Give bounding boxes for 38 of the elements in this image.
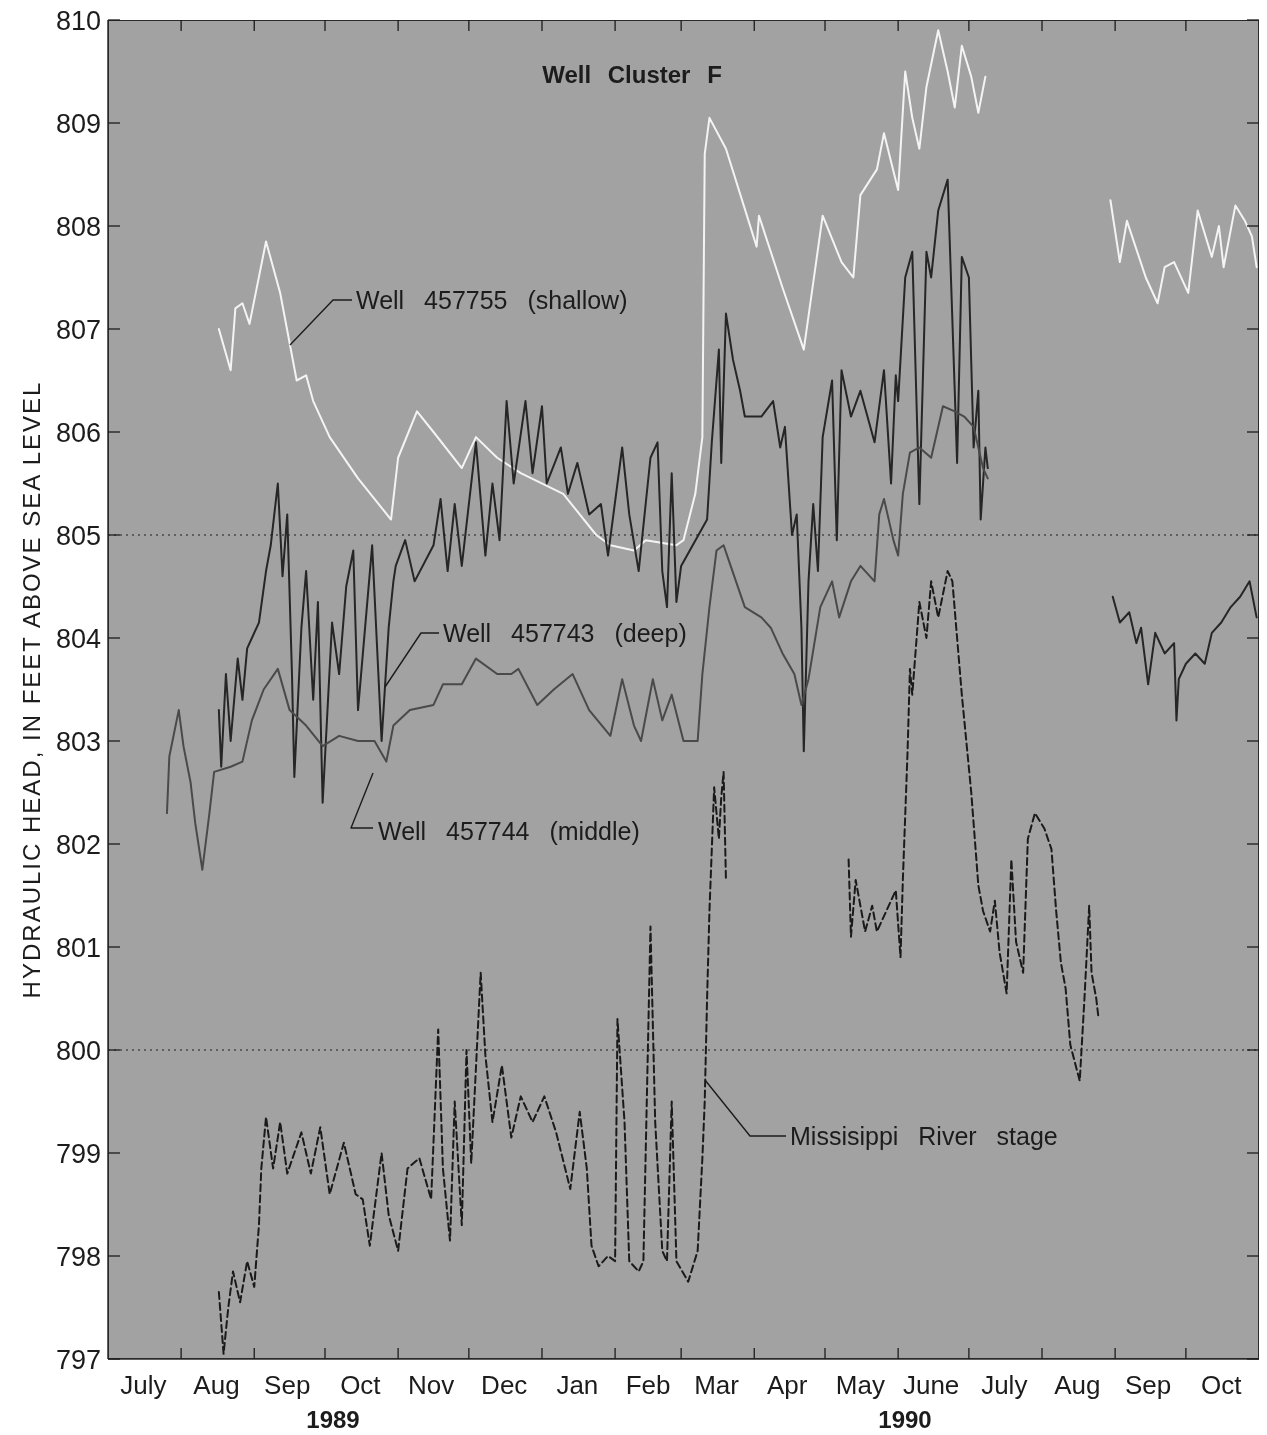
y-tick-label: 805 [55, 520, 101, 551]
y-tick-label: 799 [55, 1138, 101, 1169]
x-tick-label: Jan [556, 1370, 599, 1400]
x-tick-label: Apr [767, 1370, 808, 1400]
y-tick-label: 810 [55, 5, 101, 36]
y-axis-title: HYDRAULIC HEAD, IN FEET ABOVE SEA LEVEL [18, 380, 46, 999]
x-tick-label: Mar [694, 1370, 740, 1400]
text: Well 457744 (middle) [378, 816, 640, 845]
text: 1990 [878, 1406, 932, 1433]
x-tick-label: July [981, 1370, 1028, 1400]
x-tick-label: Aug [193, 1370, 240, 1400]
x-tick-label: Nov [408, 1370, 455, 1400]
y-tick-label: 806 [55, 417, 101, 448]
y-tick-label: 797 [55, 1344, 101, 1375]
x-tick-label: July [120, 1370, 167, 1400]
y-tick-label: 809 [55, 108, 101, 139]
x-tick-label: Oct [340, 1370, 382, 1400]
series-label: Missisippi River stage [790, 1121, 1058, 1150]
text: 1989 [306, 1406, 360, 1433]
y-tick-label: 803 [55, 726, 101, 757]
y-tick-label: 804 [55, 623, 101, 654]
x-tick-label: Aug [1054, 1370, 1101, 1400]
y-tick-label: 801 [55, 932, 101, 963]
x-tick-label: Sep [1125, 1370, 1172, 1400]
x-tick-label: Feb [625, 1370, 671, 1400]
y-tick-label: 807 [55, 314, 101, 345]
y-tick-label: 800 [55, 1035, 101, 1066]
x-tick-label: Sep [264, 1370, 311, 1400]
text: Well 457755 (shallow) [356, 285, 628, 314]
x-tick-label: June [902, 1370, 960, 1400]
x-tick-label: Oct [1201, 1370, 1243, 1400]
y-tick-label: 808 [55, 211, 101, 242]
text: Well Cluster F [542, 61, 722, 89]
x-tick-label: Dec [481, 1370, 528, 1400]
y-tick-label: 802 [55, 829, 101, 860]
x-tick-label: May [835, 1370, 885, 1400]
series-label: Well 457743 (deep) [443, 618, 687, 647]
y-tick-label: 798 [55, 1241, 101, 1272]
